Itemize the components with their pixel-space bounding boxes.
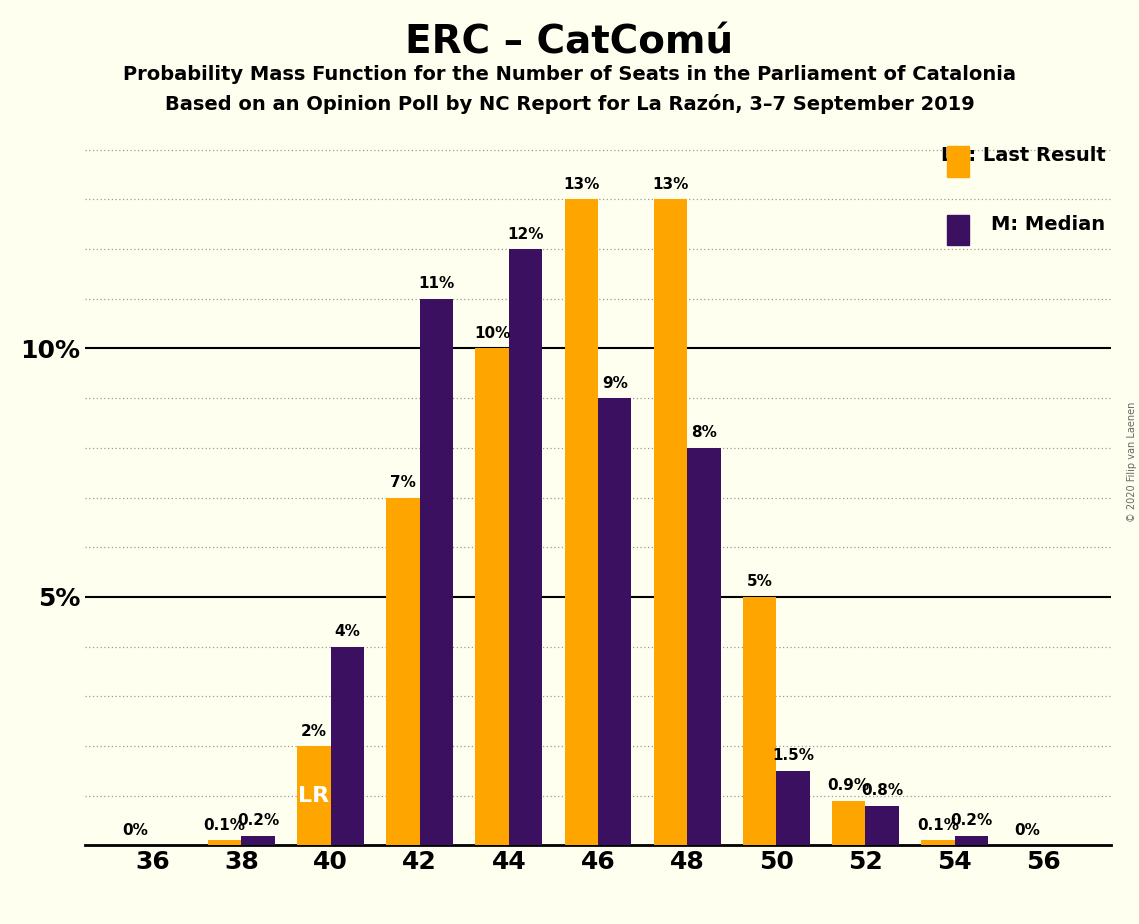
- Text: 7%: 7%: [390, 475, 416, 490]
- Text: M: M: [478, 583, 506, 611]
- Bar: [831, 801, 866, 845]
- Bar: [866, 806, 899, 845]
- Bar: [921, 841, 954, 845]
- Text: 0.8%: 0.8%: [861, 784, 903, 798]
- Text: 5%: 5%: [746, 575, 772, 590]
- Bar: [509, 249, 542, 845]
- Text: 0.2%: 0.2%: [237, 813, 279, 828]
- Bar: [654, 200, 687, 845]
- Text: 0.2%: 0.2%: [950, 813, 992, 828]
- Bar: [386, 497, 419, 845]
- Text: 0.1%: 0.1%: [204, 818, 246, 833]
- Text: Probability Mass Function for the Number of Seats in the Parliament of Catalonia: Probability Mass Function for the Number…: [123, 65, 1016, 84]
- Bar: [687, 448, 721, 845]
- Bar: [777, 771, 810, 845]
- Bar: [743, 597, 777, 845]
- Text: 4%: 4%: [335, 625, 360, 639]
- Text: 12%: 12%: [507, 226, 543, 241]
- Text: 1.5%: 1.5%: [772, 748, 814, 763]
- Text: M: Median: M: Median: [991, 215, 1105, 234]
- Text: 0.9%: 0.9%: [828, 778, 870, 794]
- Bar: [419, 298, 453, 845]
- Text: 8%: 8%: [691, 425, 716, 441]
- Text: 2%: 2%: [301, 723, 327, 738]
- Text: LR: Last Result: LR: Last Result: [941, 146, 1105, 165]
- Text: ERC – CatComú: ERC – CatComú: [405, 23, 734, 61]
- Text: 9%: 9%: [601, 376, 628, 391]
- Text: © 2020 Filip van Laenen: © 2020 Filip van Laenen: [1126, 402, 1137, 522]
- Text: LR: LR: [298, 785, 329, 806]
- Text: 13%: 13%: [563, 176, 599, 192]
- Bar: [241, 835, 274, 845]
- Bar: [954, 835, 988, 845]
- FancyBboxPatch shape: [947, 215, 969, 245]
- Text: 13%: 13%: [653, 176, 689, 192]
- Text: Based on an Opinion Poll by NC Report for La Razón, 3–7 September 2019: Based on an Opinion Poll by NC Report fo…: [165, 94, 974, 115]
- Text: 10%: 10%: [474, 326, 510, 341]
- Bar: [297, 746, 330, 845]
- Text: 11%: 11%: [418, 276, 454, 291]
- Bar: [475, 348, 509, 845]
- Bar: [208, 841, 241, 845]
- Text: 0.1%: 0.1%: [917, 818, 959, 833]
- Bar: [565, 200, 598, 845]
- Bar: [330, 647, 364, 845]
- FancyBboxPatch shape: [947, 146, 969, 176]
- Text: 0%: 0%: [1014, 823, 1040, 838]
- Text: 0%: 0%: [123, 823, 148, 838]
- Bar: [598, 398, 631, 845]
